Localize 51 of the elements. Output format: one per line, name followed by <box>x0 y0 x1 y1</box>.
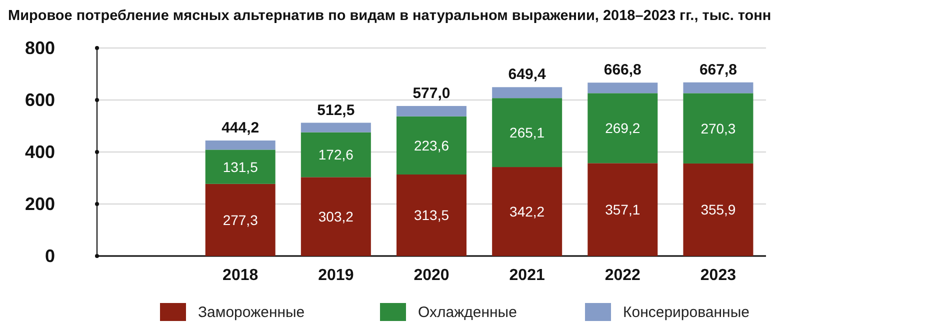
data-label: 357,1 <box>605 202 640 218</box>
bar <box>683 163 754 256</box>
y-tick-label: 800 <box>24 38 55 58</box>
bar <box>683 93 754 164</box>
data-label: 313,5 <box>414 207 450 224</box>
data-label: 303,2 <box>318 208 354 225</box>
data-label: 265,1 <box>510 124 545 141</box>
data-label: 355,9 <box>700 202 736 218</box>
total-label: 512,5 <box>317 102 355 119</box>
bar <box>396 106 466 116</box>
data-label: 131,5 <box>222 158 258 175</box>
y-tick-label: 600 <box>24 90 55 110</box>
total-label: 666,8 <box>604 62 642 79</box>
bar <box>205 184 276 256</box>
bar <box>396 174 466 256</box>
chart-title: Мировое потребление мясных альтернатив по видам в натуральном выражении, 2018–2023 гг., тыс. тонн <box>8 8 772 24</box>
total-label: 649,4 <box>508 66 546 84</box>
total-label: 444,2 <box>222 120 260 137</box>
bar <box>492 98 562 168</box>
data-label: 342,2 <box>510 204 545 220</box>
x-tick-label: 2021 <box>509 267 545 284</box>
x-tick-label: 2019 <box>318 267 354 284</box>
bar <box>300 122 371 132</box>
data-label: 223,6 <box>414 137 450 154</box>
y-tick-label: 200 <box>24 194 55 214</box>
x-tick-label: 2020 <box>414 267 450 284</box>
bar <box>300 132 371 178</box>
data-label: 172,6 <box>318 146 354 163</box>
bar <box>588 93 658 164</box>
bar <box>396 116 466 174</box>
bar <box>492 87 562 98</box>
total-label: 667,8 <box>699 61 737 78</box>
bar <box>588 163 658 256</box>
bar <box>300 177 371 256</box>
legend-label: Охлажденные <box>418 304 517 321</box>
data-label: 277,3 <box>222 212 258 228</box>
data-label: 270,3 <box>700 120 736 136</box>
x-tick-label: 2023 <box>700 267 736 284</box>
y-tick-label: 0 <box>44 246 55 266</box>
bar <box>205 150 276 184</box>
legend-label: Замороженные <box>198 304 305 321</box>
bar <box>205 140 276 150</box>
x-tick-label: 2022 <box>604 267 641 284</box>
bar <box>492 167 562 256</box>
bar <box>588 82 658 94</box>
total-label: 577,0 <box>412 84 450 102</box>
legend-label: Консерированные <box>623 304 750 321</box>
data-label: 269,2 <box>605 120 640 136</box>
x-tick-label: 2018 <box>222 267 258 284</box>
y-tick-label: 400 <box>24 142 55 162</box>
bar <box>683 82 754 94</box>
